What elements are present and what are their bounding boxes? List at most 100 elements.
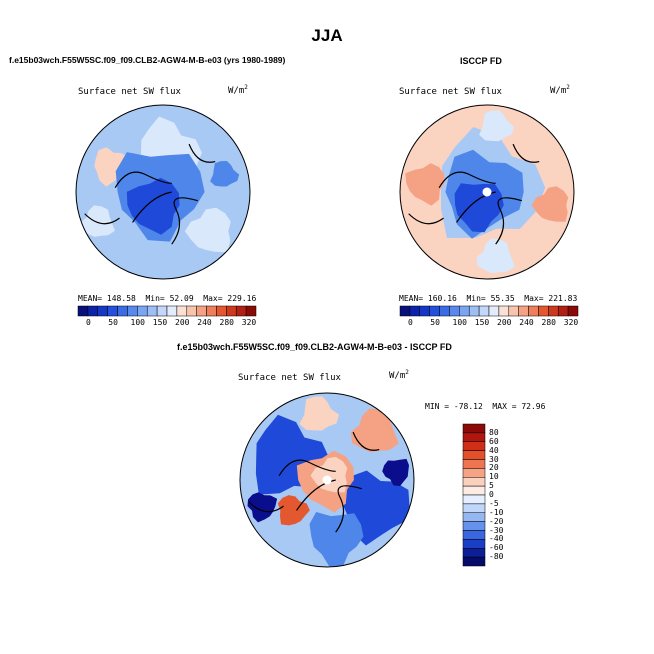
diff-colorbar-box [462, 530, 486, 540]
model-colorbar-tick-label: 200 [175, 318, 190, 327]
diff-colorbar-box [462, 485, 486, 496]
obs-pole-missing-dot [482, 187, 492, 197]
model-field-region [210, 161, 240, 187]
diff-colorbar-box [462, 441, 486, 451]
diff-colorbar-label: -60 [489, 543, 504, 553]
diff-colorbar-box [462, 468, 486, 478]
obs-coastline [456, 191, 496, 223]
model-field [76, 105, 250, 279]
diff-coastline [335, 485, 362, 533]
model-colorbar-box [245, 305, 257, 317]
model-max-value: 229.16 [227, 294, 257, 303]
model-colorbar-tick-label: 100 [130, 318, 145, 327]
obs-field-region [454, 183, 504, 233]
diff-panel-header: f.e15b03wch.F55W5SC.f09_f09.CLB2-AGW4-M-… [177, 342, 452, 352]
obs-colorbar-tick-label: 150 [474, 318, 490, 327]
model-colorbar-tick-label: 320 [241, 318, 257, 327]
diff-field [240, 393, 414, 567]
diff-colorbar-label: 20 [489, 463, 499, 473]
obs-field-region [405, 163, 445, 206]
obs-colorbar-tick-label: 240 [519, 318, 534, 327]
diff-units: W/m2 [389, 369, 409, 381]
diff-coastline [296, 479, 336, 511]
obs-colorbar-tick-label: 100 [452, 318, 467, 327]
obs-colorbar-tick-label: 200 [497, 318, 512, 327]
obs-max-label: Max= [524, 294, 544, 303]
diff-colorbar-box [462, 494, 486, 505]
diff-coastline [352, 431, 380, 451]
diff-colorbar-label: 60 [489, 436, 499, 446]
obs-stats: MEAN= 160.16 Min= 55.35 Max= 221.83 [399, 294, 577, 303]
obs-field-region [476, 238, 515, 274]
model-coastline [114, 171, 172, 188]
model-min-label: Min= [145, 294, 165, 303]
diff-colorbar-label: 0 [489, 490, 494, 499]
model-max-label: Max= [203, 294, 223, 303]
model-stats: MEAN= 148.58 Min= 52.09 Max= 229.16 [78, 294, 256, 303]
model-units-base: W/m [228, 86, 245, 96]
diff-colorbar-label: -20 [489, 516, 504, 526]
diff-field-region [350, 408, 399, 453]
obs-colorbar-tick-label: 320 [563, 318, 579, 327]
obs-subtitle: Surface net SW flux [399, 87, 502, 97]
diff-colorbar-box [462, 556, 486, 567]
diff-coastline [278, 459, 336, 476]
obs-mean-label: MEAN= [399, 294, 424, 303]
model-field-region [126, 177, 180, 235]
obs-colorbar [399, 305, 579, 317]
obs-field-region [531, 186, 569, 222]
diff-units-exp: 2 [405, 369, 409, 376]
obs-min-value: 55.35 [490, 294, 515, 303]
obs-units-base: W/m [550, 86, 567, 96]
diff-colorbar-label: -80 [489, 552, 504, 562]
obs-colorbar-box [567, 305, 579, 317]
obs-units-exp: 2 [566, 84, 570, 91]
diff-colorbar-box [462, 477, 486, 487]
diff-colorbar-box [462, 548, 486, 558]
diff-colorbar-box [462, 539, 486, 549]
obs-units: W/m2 [550, 84, 570, 96]
model-units-exp: 2 [244, 84, 248, 91]
diff-colorbar-box [462, 459, 486, 469]
model-panel-header: f.e15b03wch.F55W5SC.f09_f09.CLB2-AGW4-M-… [9, 55, 286, 65]
obs-coastline [408, 213, 444, 225]
obs-min-label: Min= [466, 294, 486, 303]
model-field-region [184, 207, 231, 253]
season-title: JJA [311, 26, 343, 45]
diff-colorbar [462, 423, 486, 567]
obs-map-border [399, 104, 575, 280]
model-colorbar-tick-label: 240 [197, 318, 212, 327]
obs-colorbar-tick-label: 280 [541, 318, 556, 327]
diff-colorbar-label: -10 [489, 507, 504, 517]
diff-colorbar-label: -40 [489, 534, 504, 544]
obs-max-value: 221.83 [548, 294, 578, 303]
model-colorbar-tick-label: 280 [219, 318, 234, 327]
model-colorbar [77, 305, 257, 317]
obs-mean-value: 160.16 [427, 294, 457, 303]
obs-field-region [479, 110, 514, 142]
model-mean-label: MEAN= [78, 294, 103, 303]
diff-map-border [239, 392, 415, 568]
model-coastline [84, 213, 120, 225]
diff-minmax: MIN = -78.12 MAX = 72.96 [425, 402, 546, 411]
model-colorbar-tick-label: 0 [86, 318, 91, 327]
obs-colorbar-tick-label: 50 [430, 318, 440, 327]
diff-colorbar-box [462, 450, 486, 460]
diff-field-region [299, 396, 340, 431]
diff-colorbar-label: 80 [489, 427, 499, 437]
diff-colorbar-box [462, 423, 486, 434]
obs-coastline [495, 197, 522, 245]
obs-field [400, 105, 574, 279]
model-colorbar-tick-label: 50 [108, 318, 118, 327]
diff-field-region [309, 512, 364, 567]
model-subtitle: Surface net SW flux [78, 87, 181, 97]
model-coastline [132, 191, 172, 223]
obs-coastline [438, 171, 496, 188]
model-units: W/m2 [228, 84, 248, 96]
obs-panel-header: ISCCP FD [460, 56, 502, 66]
diff-colorbar-label: -5 [489, 498, 499, 508]
